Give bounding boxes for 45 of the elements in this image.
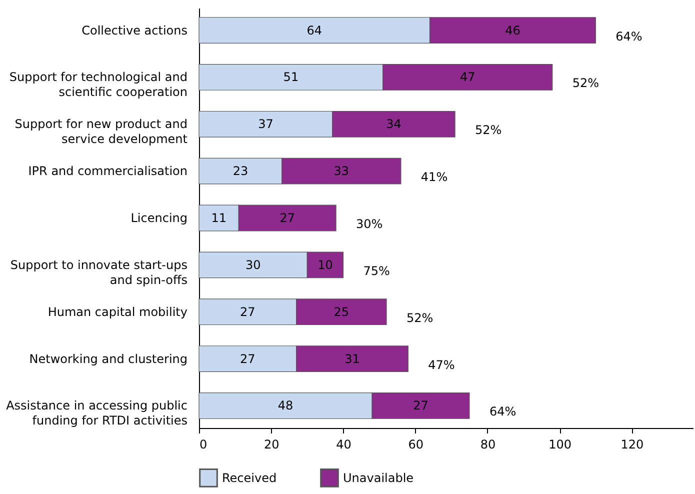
data-label: 27 bbox=[280, 211, 295, 225]
data-label: 27 bbox=[413, 398, 428, 413]
data-label: 46 bbox=[505, 23, 520, 38]
data-label: 33 bbox=[334, 164, 350, 178]
data-label: 34 bbox=[386, 117, 402, 132]
data-label: 37 bbox=[258, 117, 274, 132]
annotation: 52% bbox=[475, 123, 502, 138]
data-label: 47 bbox=[460, 70, 476, 84]
y-tick-label: Collective actions bbox=[82, 23, 188, 38]
x-tick-label: 100 bbox=[548, 438, 572, 452]
annotation: 75% bbox=[363, 264, 390, 278]
y-tick-label: Licencing bbox=[130, 211, 188, 225]
y-tick-label: Human capital mobility bbox=[48, 304, 188, 319]
data-label: 25 bbox=[334, 304, 350, 319]
y-tick-label: Support for new product and service development bbox=[14, 117, 188, 146]
data-label: 23 bbox=[232, 164, 248, 178]
x-tick-label: 80 bbox=[480, 438, 496, 452]
x-tick-label: 60 bbox=[408, 438, 424, 452]
data-label: 31 bbox=[344, 352, 360, 366]
data-label: 10 bbox=[318, 258, 333, 272]
y-tick-label: Support to innovate start-ups and spin-offs bbox=[10, 258, 188, 287]
x-tick-label: 0 bbox=[200, 438, 208, 452]
legend-label: Unavailable bbox=[343, 470, 414, 485]
data-label: 51 bbox=[283, 70, 299, 84]
annotation: 52% bbox=[572, 76, 600, 90]
annotation: 41% bbox=[420, 170, 448, 184]
y-tick-label: IPR and commercialisation bbox=[28, 164, 188, 178]
data-label: 48 bbox=[278, 398, 294, 413]
data-label: 30 bbox=[245, 258, 261, 272]
legend-label: Received bbox=[222, 470, 277, 485]
y-tick-label: Support for technological and scientific cooperation bbox=[9, 70, 188, 100]
annotation: 64% bbox=[489, 404, 516, 419]
data-label: 27 bbox=[240, 352, 256, 366]
y-tick-label: Assistance in accessing public funding for RTDI activities bbox=[6, 398, 188, 428]
annotation: 30% bbox=[356, 217, 383, 231]
annotation: 47% bbox=[428, 358, 455, 372]
x-tick-label: 40 bbox=[336, 438, 352, 452]
data-label: 11 bbox=[211, 211, 226, 225]
annotation: 52% bbox=[406, 310, 434, 325]
x-tick-label: 20 bbox=[264, 438, 280, 452]
annotation: 64% bbox=[616, 29, 642, 44]
x-tick-label: 120 bbox=[620, 438, 644, 452]
data-label: 64 bbox=[306, 23, 322, 38]
data-label: 27 bbox=[240, 304, 256, 319]
y-tick-label: Networking and clustering bbox=[29, 352, 188, 366]
